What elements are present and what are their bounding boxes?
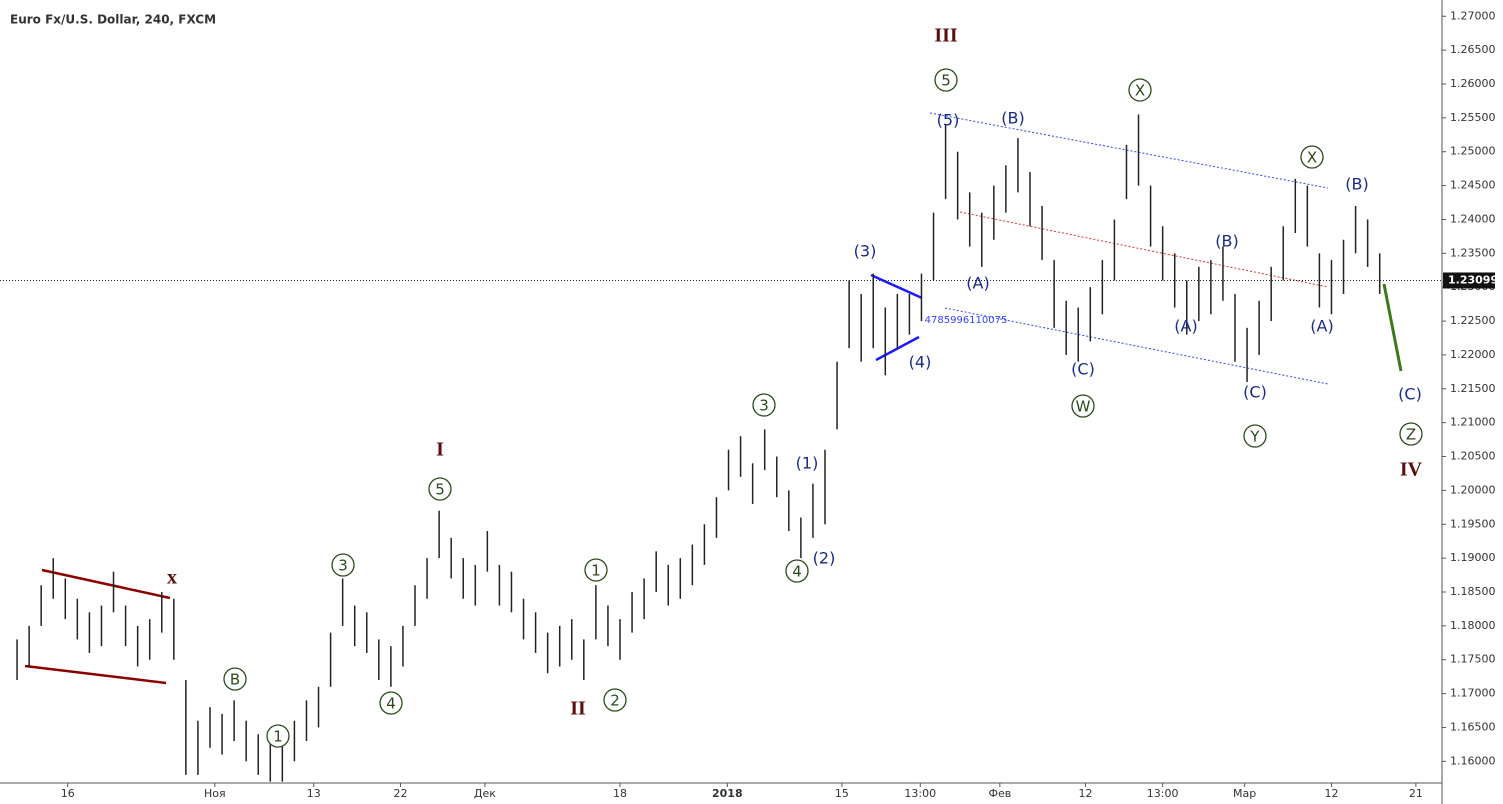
wave-label: 4 <box>386 695 396 713</box>
y-tick-label: 1.22000 <box>1450 348 1496 361</box>
x-tick-label: 22 <box>394 787 408 800</box>
wave-label: Z <box>1406 426 1416 444</box>
wave-circle <box>1300 145 1324 169</box>
wave-label: (B) <box>1001 109 1024 128</box>
y-tick-label: 1.23500 <box>1450 246 1496 259</box>
wave-circle <box>379 691 403 715</box>
x-tick-label: 2018 <box>712 787 743 800</box>
wave-label: (A) <box>966 274 989 293</box>
y-tick-label: 1.26500 <box>1450 43 1496 56</box>
wave-label: (B) <box>1345 175 1368 194</box>
wave-label: B <box>230 671 240 689</box>
wave-label: Y <box>1249 428 1260 446</box>
wave-circle <box>752 393 776 417</box>
x-tick-label: 13 <box>307 787 321 800</box>
channel-label: 4785996110075 <box>925 315 1008 326</box>
y-tick-label: 1.24500 <box>1450 179 1496 192</box>
wave-label: 2 <box>610 692 620 710</box>
wave-label: 5 <box>941 72 951 90</box>
y-tick-label: 1.21500 <box>1450 382 1496 395</box>
wave-label: X <box>1135 82 1145 100</box>
wave-label: x <box>167 567 177 589</box>
y-tick-label: 1.19000 <box>1450 551 1496 564</box>
y-tick-label: 1.21000 <box>1450 416 1496 429</box>
chart-title: Euro Fx/U.S. Dollar, 240, FXCM <box>10 13 216 27</box>
y-tick-label: 1.27000 <box>1450 9 1496 22</box>
wave-circle <box>785 559 809 583</box>
channel-mid-line <box>959 211 1329 288</box>
wave-label: 5 <box>435 481 445 499</box>
x-tick-label: 21 <box>1409 787 1423 800</box>
wave-label: III <box>934 25 958 47</box>
y-tick-label: 1.16000 <box>1450 754 1496 767</box>
wave-label: (4) <box>909 353 932 372</box>
y-tick-label: 1.18500 <box>1450 585 1496 598</box>
wave-circle <box>1128 78 1152 102</box>
wave-label: 1 <box>591 562 601 580</box>
wave-label: (B) <box>1215 232 1238 251</box>
last-price-box <box>1443 272 1495 289</box>
x-tick-label: Мар <box>1233 787 1256 800</box>
x-tick-label: 16 <box>61 787 75 800</box>
wave-label: (3) <box>854 242 877 261</box>
wave-circle <box>266 724 290 748</box>
y-tick-label: 1.26000 <box>1450 77 1496 90</box>
trend-lines <box>24 568 171 685</box>
wave-label: (C) <box>1071 360 1095 379</box>
wave-label: W <box>1076 398 1091 416</box>
y-tick-label: 1.24000 <box>1450 212 1496 225</box>
wave-label: 3 <box>338 557 348 575</box>
wave-label: 1 <box>273 728 283 746</box>
wave-label: (C) <box>1243 383 1267 402</box>
wave-label: X <box>1307 149 1317 167</box>
channel-lines <box>929 112 1329 385</box>
wave-label: 3 <box>759 397 769 415</box>
y-tick-label: 1.20500 <box>1450 450 1496 463</box>
wave-label: (5) <box>937 111 960 130</box>
x-tick-label: Дек <box>474 787 496 800</box>
y-tick-label: 1.18000 <box>1450 619 1496 632</box>
wave-label: IV <box>1400 459 1423 481</box>
wave-label: (1) <box>796 454 819 473</box>
wave-circle <box>1399 422 1423 446</box>
x-tick-label: 13:00 <box>1147 787 1179 800</box>
wave-circle <box>223 667 247 691</box>
y-tick-label: 1.17500 <box>1450 653 1496 666</box>
x-tick-label: 12 <box>1078 787 1092 800</box>
wave-label: (C) <box>1398 385 1422 404</box>
wave-circle <box>934 68 958 92</box>
wave-circle <box>1243 424 1267 448</box>
wave-label: II <box>570 698 586 720</box>
wave-circle <box>584 558 608 582</box>
y-tick-label: 1.20000 <box>1450 483 1496 496</box>
y-tick-label: 1.25500 <box>1450 111 1496 124</box>
y-tick-label: 1.25000 <box>1450 145 1496 158</box>
y-tick-label: 1.16500 <box>1450 720 1496 733</box>
wave-label: (A) <box>1310 317 1333 336</box>
wave-label: (A) <box>1174 317 1197 336</box>
x-tick-label: 15 <box>835 787 849 800</box>
last-price-label: 1.23099 <box>1448 273 1498 286</box>
x-tick-label: Фев <box>988 787 1011 800</box>
x-tick-label: 18 <box>613 787 627 800</box>
wave-circle <box>428 477 452 501</box>
wave-label: I <box>436 439 444 461</box>
y-tick-label: 1.19500 <box>1450 517 1496 530</box>
wave-label: (2) <box>813 549 836 568</box>
triangle-lines <box>870 273 923 362</box>
wave-circle <box>603 688 627 712</box>
projection-line <box>1382 283 1403 372</box>
wave-circle <box>1071 394 1095 418</box>
wave-label: 4 <box>792 563 802 581</box>
wave-circle <box>331 553 355 577</box>
x-tick-label: 13:00 <box>904 787 936 800</box>
x-tick-label: 12 <box>1324 787 1338 800</box>
x-tick-label: Ноя <box>204 787 226 800</box>
y-tick-label: 1.22500 <box>1450 314 1496 327</box>
y-tick-label: 1.17000 <box>1450 687 1496 700</box>
